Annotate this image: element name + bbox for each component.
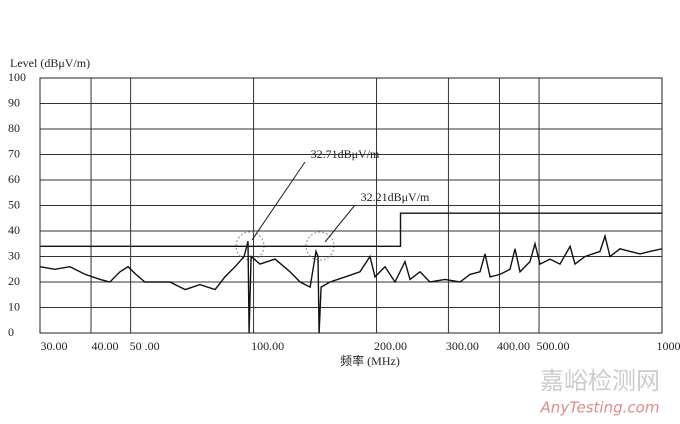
series-line <box>39 233 663 334</box>
y-tick-label: 20 <box>8 274 20 288</box>
x-tick-label: 300.00 <box>446 339 479 353</box>
watermark-title: 嘉峪检测网 <box>540 367 660 395</box>
y-tick-label: 60 <box>8 172 20 186</box>
y-tick-label: 50 <box>8 197 20 211</box>
annotation-arrow <box>251 161 306 241</box>
y-tick-label: 100 <box>8 70 26 84</box>
annotation: 32.21dBμV/m <box>361 190 430 204</box>
annotation-arrow <box>324 204 356 243</box>
x-tick-label: 30.00 <box>41 339 68 353</box>
x-tick-label: 100.00 <box>251 339 284 353</box>
y-tick-label: 70 <box>8 146 20 160</box>
y-tick-label: 30 <box>8 248 20 262</box>
plot-frame <box>39 77 663 334</box>
y-tick-label: 0 <box>8 325 14 339</box>
x-tick-label: 40.00 <box>92 339 119 353</box>
y-tick-label: 40 <box>8 223 20 237</box>
series-line <box>40 212 662 247</box>
annotation: 32.71dBμV/m <box>311 147 380 161</box>
x-axis-label: 频率 (MHz) <box>340 353 400 368</box>
x-tick-label: 400.00 <box>497 339 530 353</box>
y-axis-label: Level (dBμV/m) <box>10 56 90 70</box>
x-tick-label: 200.00 <box>374 339 407 353</box>
x-tick-label: 500.00 <box>537 339 570 353</box>
y-tick-label: 80 <box>8 121 20 135</box>
y-tick-label: 10 <box>8 299 20 313</box>
y-tick-label: 90 <box>8 95 20 109</box>
watermark-subtitle: AnyTesting.com <box>540 399 660 417</box>
x-tick-label: 1000.00 <box>657 339 680 353</box>
x-tick-label: 50 .00 <box>130 339 160 353</box>
